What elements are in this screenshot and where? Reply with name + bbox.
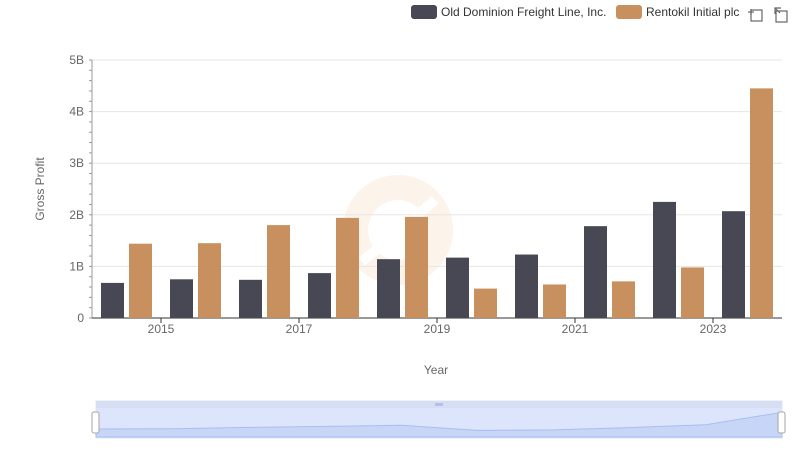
bars [101, 88, 773, 318]
bar-old-dominion-2016[interactable] [239, 279, 262, 318]
y-tick-label: 4B [69, 105, 84, 119]
bar-rentokil-2021[interactable] [612, 281, 635, 318]
slider-right-handle[interactable] [777, 411, 786, 434]
x-axis-title: Year [424, 363, 448, 377]
y-tick-label: 1B [69, 259, 84, 273]
y-tick-label: 2B [69, 208, 84, 222]
bar-old-dominion-2015[interactable] [170, 279, 193, 318]
data-zoom-slider[interactable] [91, 400, 786, 439]
bar-rentokil-2015[interactable] [198, 243, 221, 318]
slider-drag-grip[interactable] [435, 403, 443, 406]
legend: Old Dominion Freight Line, Inc. Rentokil… [411, 5, 739, 19]
bar-rentokil-2019[interactable] [474, 288, 497, 318]
zoom-reset-icon[interactable] [774, 7, 788, 23]
zoom-select-icon[interactable] [748, 9, 763, 22]
bar-rentokil-2022[interactable] [681, 267, 704, 318]
y-tick-label: 0 [77, 311, 84, 325]
bar-rentokil-2023[interactable] [750, 88, 773, 318]
legend-item-series-1[interactable]: Rentokil Initial plc [616, 5, 739, 19]
bar-rentokil-2016[interactable] [267, 225, 290, 318]
legend-label: Rentokil Initial plc [646, 5, 739, 19]
slider-left-handle[interactable] [91, 411, 100, 434]
legend-label: Old Dominion Freight Line, Inc. [441, 5, 606, 19]
x-tick-label: 2023 [700, 322, 727, 336]
bar-old-dominion-2019[interactable] [446, 257, 469, 318]
x-tick-label: 2019 [424, 322, 451, 336]
bar-old-dominion-2020[interactable] [515, 254, 538, 318]
bar-rentokil-2017[interactable] [336, 217, 359, 318]
bar-rentokil-2020[interactable] [543, 284, 566, 318]
y-axis-title: Gross Profit [33, 157, 47, 221]
x-tick-label: 2017 [286, 322, 313, 336]
bar-old-dominion-2014[interactable] [101, 282, 124, 318]
bar-old-dominion-2023[interactable] [722, 211, 745, 318]
legend-item-series-0[interactable]: Old Dominion Freight Line, Inc. [411, 5, 606, 19]
bar-old-dominion-2017[interactable] [308, 273, 331, 318]
bar-rentokil-2014[interactable] [129, 243, 152, 318]
bar-rentokil-2018[interactable] [405, 216, 428, 318]
legend-swatch [411, 5, 437, 19]
x-tick-label: 2021 [562, 322, 589, 336]
y-tick-label: 5B [69, 53, 84, 67]
legend-swatch [616, 5, 642, 19]
bar-old-dominion-2022[interactable] [653, 201, 676, 318]
bar-old-dominion-2021[interactable] [584, 226, 607, 318]
y-tick-label: 3B [69, 156, 84, 170]
bar-old-dominion-2018[interactable] [377, 259, 400, 318]
x-tick-label: 2015 [148, 322, 175, 336]
